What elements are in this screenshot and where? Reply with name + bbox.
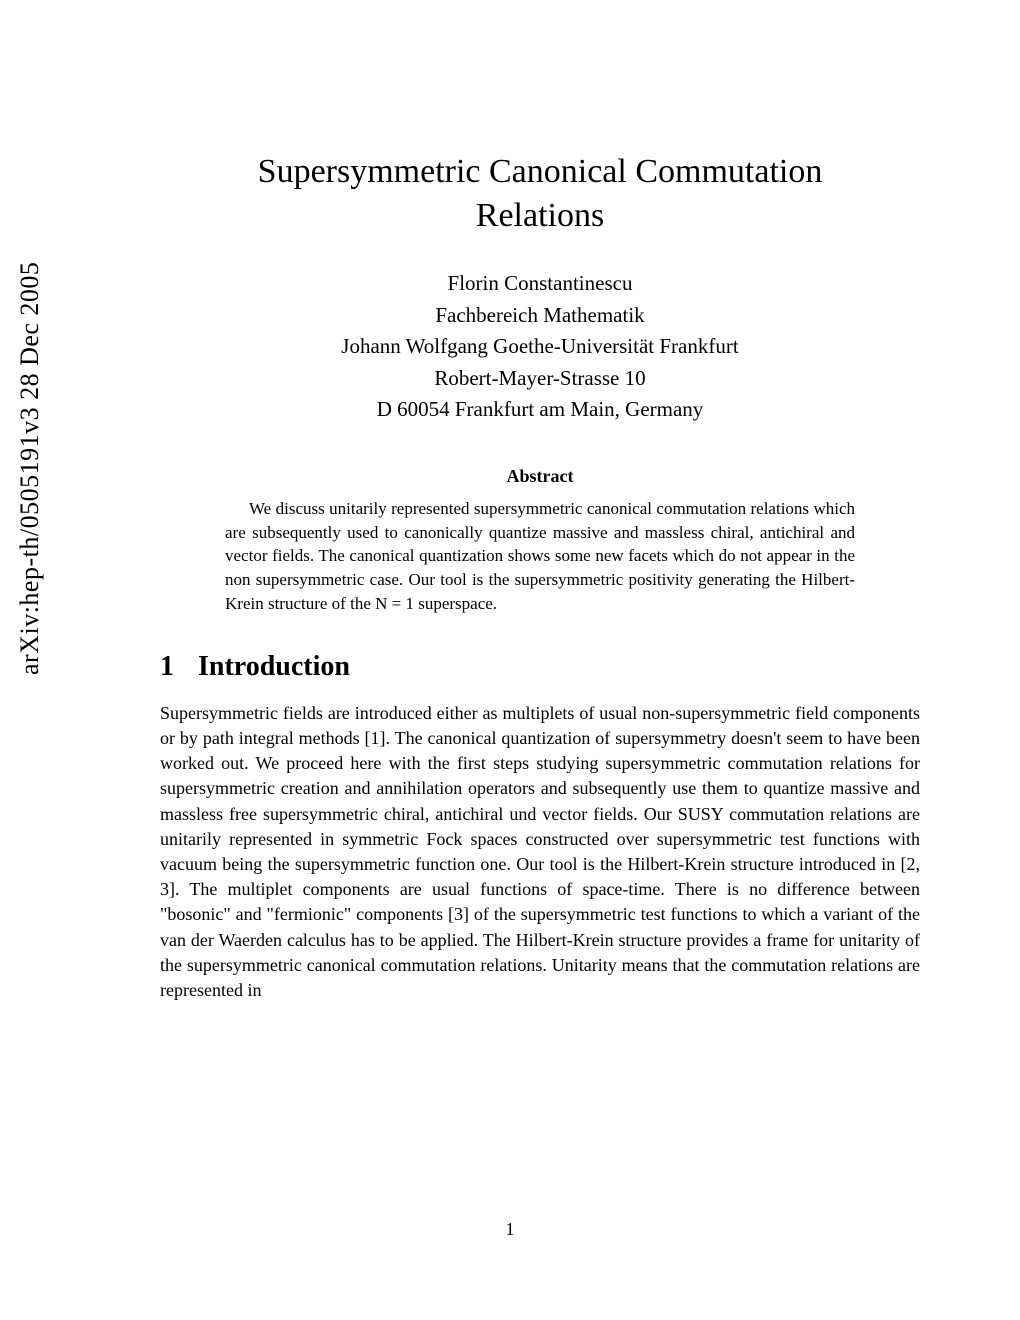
author-city: D 60054 Frankfurt am Main, Germany [160, 394, 920, 426]
paper-title: Supersymmetric Canonical Commutation Rel… [160, 150, 920, 238]
section-body: Supersymmetric fields are introduced eit… [160, 701, 920, 1003]
abstract-heading: Abstract [160, 466, 920, 487]
author-block: Florin Constantinescu Fachbereich Mathem… [160, 268, 920, 426]
page-content: Supersymmetric Canonical Commutation Rel… [160, 150, 920, 1003]
author-dept: Fachbereich Mathematik [160, 300, 920, 332]
author-univ: Johann Wolfgang Goethe-Universität Frank… [160, 331, 920, 363]
abstract-body: We discuss unitarily represented supersy… [225, 499, 855, 613]
page-number: 1 [0, 1219, 1020, 1240]
author-street: Robert-Mayer-Strasse 10 [160, 363, 920, 395]
section-title: Introduction [198, 651, 350, 682]
arxiv-identifier: arXiv:hep-th/0505191v3 28 Dec 2005 [15, 262, 45, 675]
title-line-2: Relations [476, 197, 604, 234]
abstract-text: We discuss unitarily represented supersy… [225, 497, 855, 616]
section-heading-1: 1 Introduction [160, 651, 920, 683]
author-name: Florin Constantinescu [160, 268, 920, 300]
title-line-1: Supersymmetric Canonical Commutation [258, 153, 823, 190]
section-number: 1 [160, 651, 174, 683]
